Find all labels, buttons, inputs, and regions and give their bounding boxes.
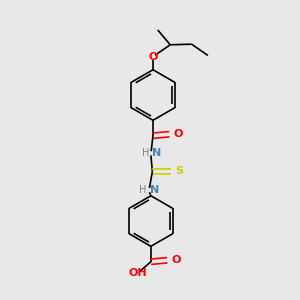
Text: H: H: [142, 148, 149, 158]
Text: H: H: [139, 185, 146, 195]
Text: OH: OH: [128, 268, 147, 278]
Text: O: O: [174, 129, 183, 139]
Text: N: N: [150, 185, 159, 195]
Text: N: N: [152, 148, 161, 158]
Text: O: O: [148, 52, 158, 62]
Text: S: S: [175, 167, 183, 176]
Text: O: O: [172, 255, 181, 265]
